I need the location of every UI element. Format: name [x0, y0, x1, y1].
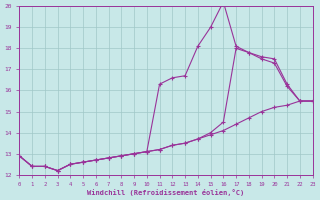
X-axis label: Windchill (Refroidissement éolien,°C): Windchill (Refroidissement éolien,°C)	[87, 189, 244, 196]
